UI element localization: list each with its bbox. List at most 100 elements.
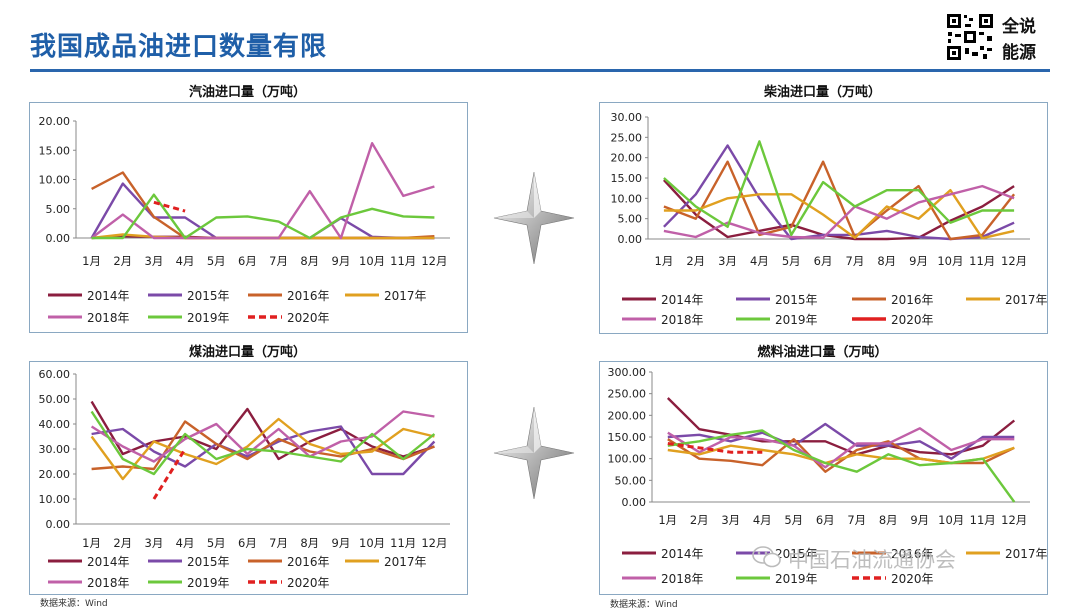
- y-tick-label: 0.00: [622, 496, 647, 509]
- x-tick-label: 7月: [269, 254, 288, 268]
- x-tick-label: 9月: [909, 254, 928, 268]
- legend-label: 2018年: [661, 572, 704, 586]
- y-tick-label: 5.00: [46, 203, 71, 216]
- legend-label: 2016年: [891, 547, 934, 561]
- legend-label: 2014年: [87, 289, 130, 303]
- series-line-2018年: [90, 410, 435, 463]
- series-line-2019年: [663, 140, 1015, 237]
- y-tick-label: 5.00: [618, 213, 643, 226]
- legend-label: 2016年: [287, 289, 330, 303]
- legend-label: 2018年: [661, 313, 704, 327]
- watermark-text: 中国石油流通协会: [788, 548, 956, 572]
- y-tick-label: 30.00: [611, 111, 643, 124]
- page-title: 我国成品油进口数量有限: [30, 32, 328, 62]
- legend-label: 2019年: [187, 576, 230, 590]
- x-tick-label: 4月: [176, 254, 195, 268]
- legend-label: 2019年: [775, 313, 818, 327]
- series-line-2019年: [90, 410, 436, 476]
- series-line-2014年: [666, 397, 1016, 456]
- legend-label: 2014年: [87, 555, 130, 569]
- legend-label: 2016年: [287, 555, 330, 569]
- series-line-2019年: [91, 193, 435, 240]
- x-tick-label: 11月: [970, 513, 996, 527]
- legend-label: 2019年: [775, 572, 818, 586]
- x-tick-label: 4月: [176, 536, 195, 550]
- x-tick-label: 7月: [269, 536, 288, 550]
- legend-label: 2018年: [87, 311, 130, 325]
- x-tick-label: 8月: [300, 536, 319, 550]
- series-line-2018年: [663, 184, 1015, 240]
- x-tick-label: 7月: [847, 513, 866, 527]
- brand-line-1: 全说: [1002, 17, 1036, 37]
- legend-label: 2015年: [775, 547, 818, 561]
- x-tick-label: 1月: [82, 536, 101, 550]
- x-tick-label: 8月: [300, 254, 319, 268]
- legend-label: 2015年: [187, 555, 230, 569]
- x-tick-label: 3月: [145, 536, 164, 550]
- y-tick-label: 250.00: [608, 388, 647, 401]
- diesel-chart-panel: 0.00 5.00 10.00 15.00 20.00 25.00 30.00 1月 2月 3月 4…: [599, 102, 1048, 334]
- x-tick-label: 6月: [238, 254, 257, 268]
- fuel-oil-chart-title: 燃料油进口量（万吨）: [757, 345, 888, 360]
- y-tick-label: 20.00: [39, 468, 71, 481]
- brand-line-2: 能源: [1002, 43, 1036, 63]
- source-note-right: 数据来源：Wind: [610, 600, 678, 610]
- legend-label: 2020年: [287, 311, 330, 325]
- star-icon: [493, 406, 575, 500]
- y-tick-label: 100.00: [608, 453, 647, 466]
- series-line-2018年: [667, 427, 1015, 469]
- x-tick-label: 12月: [421, 536, 447, 550]
- y-tick-label: 20.00: [611, 152, 643, 165]
- y-tick-label: 150.00: [608, 431, 647, 444]
- x-tick-label: 1月: [658, 513, 677, 527]
- x-tick-label: 6月: [816, 513, 835, 527]
- x-tick-label: 8月: [879, 513, 898, 527]
- legend-label: 2014年: [661, 293, 704, 307]
- y-tick-label: 300.00: [608, 366, 647, 379]
- fuel-oil-chart-panel: 0.00 50.00 100.00 150.00 200.00 250.00 300.00 1…: [599, 361, 1048, 595]
- x-tick-label: 4月: [753, 513, 772, 527]
- x-tick-label: 8月: [877, 254, 896, 268]
- x-tick-label: 11月: [390, 254, 416, 268]
- title-divider: [30, 69, 1050, 72]
- x-tick-label: 2月: [686, 254, 705, 268]
- x-tick-label: 9月: [332, 536, 351, 550]
- star-icon: [493, 171, 575, 265]
- legend-label: 2015年: [775, 293, 818, 307]
- x-tick-label: 2月: [113, 536, 132, 550]
- legend-label: 2019年: [187, 311, 230, 325]
- series-line-2019年: [667, 429, 1016, 503]
- diesel-chart: 0.00 5.00 10.00 15.00 20.00 25.00 30.00 1月 2月 3月 4…: [611, 111, 1048, 327]
- y-tick-label: 200.00: [608, 409, 647, 422]
- y-tick-label: 10.00: [39, 174, 71, 187]
- gasoline-chart: 0.00 5.00 10.00 15.00 20.00 1月 2月 3月 4月 5月 6月 7月 8月 9…: [39, 115, 450, 325]
- x-tick-label: 11月: [969, 254, 995, 268]
- x-tick-label: 5月: [207, 536, 226, 550]
- y-tick-label: 0.00: [46, 518, 71, 531]
- y-tick-label: 30.00: [39, 443, 71, 456]
- series-line-2014年: [663, 179, 1015, 241]
- y-tick-label: 25.00: [611, 131, 643, 144]
- y-tick-label: 0.00: [46, 232, 71, 245]
- kerosene-chart: 0.00 10.00 20.00 30.00 40.00 50.00 60.00 1月 2月 3月…: [39, 368, 450, 590]
- x-tick-label: 12月: [1001, 254, 1027, 268]
- x-tick-label: 5月: [784, 513, 803, 527]
- x-tick-label: 1月: [655, 254, 674, 268]
- x-tick-label: 7月: [846, 254, 865, 268]
- series-line-2018年: [90, 142, 435, 240]
- x-tick-label: 1月: [82, 254, 101, 268]
- x-tick-label: 6月: [814, 254, 833, 268]
- legend-label: 2014年: [661, 547, 704, 561]
- fuel-oil-chart: 0.00 50.00 100.00 150.00 200.00 250.00 300.00 1…: [608, 366, 1048, 586]
- series-line-2017年: [90, 417, 435, 481]
- source-note-left: 数据来源：Wind: [40, 599, 108, 609]
- legend-label: 2017年: [1005, 547, 1047, 561]
- y-tick-label: 10.00: [611, 192, 643, 205]
- legend-label: 2016年: [891, 293, 934, 307]
- x-tick-label: 3月: [721, 513, 740, 527]
- x-tick-label: 9月: [332, 254, 351, 268]
- y-tick-label: 0.00: [618, 233, 643, 246]
- legend-label: 2020年: [891, 313, 934, 327]
- x-tick-label: 3月: [145, 254, 164, 268]
- qr-code-icon: [945, 12, 995, 62]
